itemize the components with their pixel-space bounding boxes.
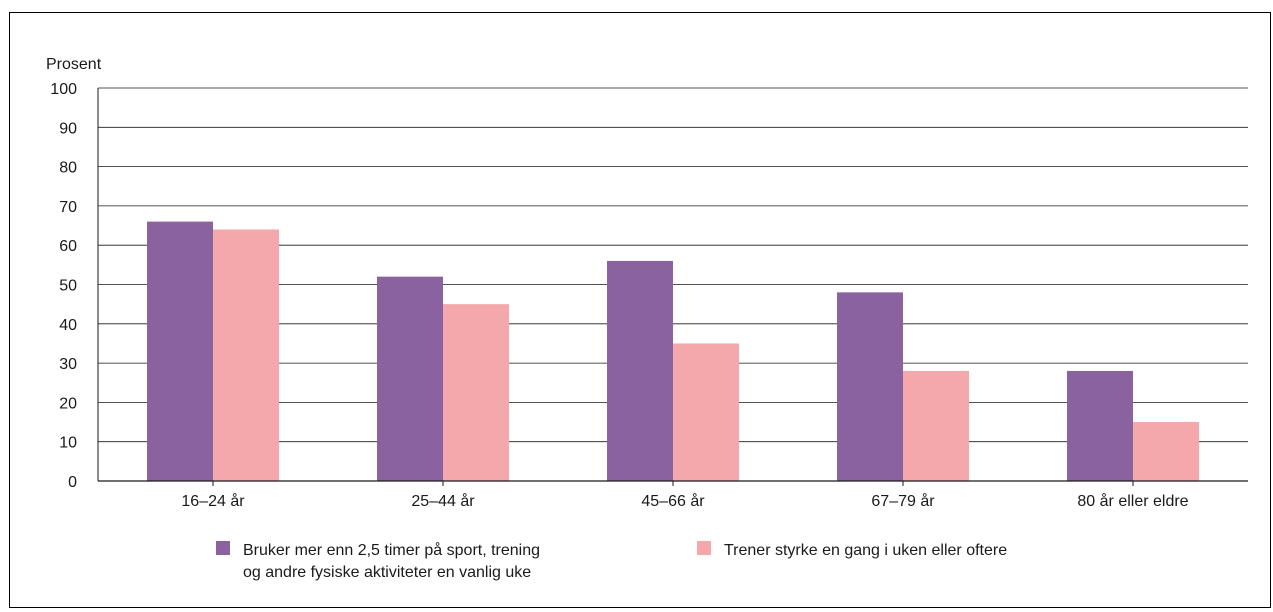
y-unit-label: Prosent <box>46 56 102 73</box>
x-tick-label: 80 år eller eldre <box>1077 492 1188 510</box>
x-tick-label: 45–66 år <box>641 492 705 510</box>
legend-swatch-2 <box>697 541 711 555</box>
y-tick-label: 100 <box>50 81 77 98</box>
y-tick-label: 10 <box>59 435 77 452</box>
legend-label-1: og andre fysiske aktiviteter en vanlig u… <box>243 564 531 581</box>
y-tick-label: 30 <box>59 356 77 373</box>
y-tick-label: 90 <box>59 120 77 137</box>
bar-series-2 <box>673 343 739 481</box>
y-tick-label: 40 <box>59 317 77 334</box>
chart-frame <box>9 12 1271 608</box>
x-tick-label: 25–44 år <box>411 492 475 510</box>
x-tick-label: 16–24 år <box>181 492 245 510</box>
bar-series-1 <box>147 221 213 481</box>
legend-swatch-1 <box>216 541 230 555</box>
bar-series-1 <box>607 260 673 481</box>
x-tick-label: 67–79 år <box>871 492 935 510</box>
y-tick-label: 20 <box>59 395 77 412</box>
bar-series-1 <box>837 292 903 481</box>
bar-series-2 <box>213 229 279 481</box>
bar-series-1 <box>377 276 443 481</box>
legend-label-2: Trener styrke en gang i uken eller ofter… <box>724 542 1007 559</box>
y-tick-label: 60 <box>59 238 77 255</box>
y-tick-label: 0 <box>68 474 77 491</box>
legend-label-1: Bruker mer enn 2,5 timer på sport, treni… <box>243 541 540 559</box>
y-tick-label: 70 <box>59 199 77 216</box>
bar-series-2 <box>903 370 969 481</box>
bar-series-1 <box>1067 370 1133 481</box>
y-tick-label: 50 <box>59 278 77 295</box>
bar-series-2 <box>443 304 509 481</box>
y-tick-label: 80 <box>59 160 77 177</box>
bar-series-2 <box>1133 422 1199 481</box>
